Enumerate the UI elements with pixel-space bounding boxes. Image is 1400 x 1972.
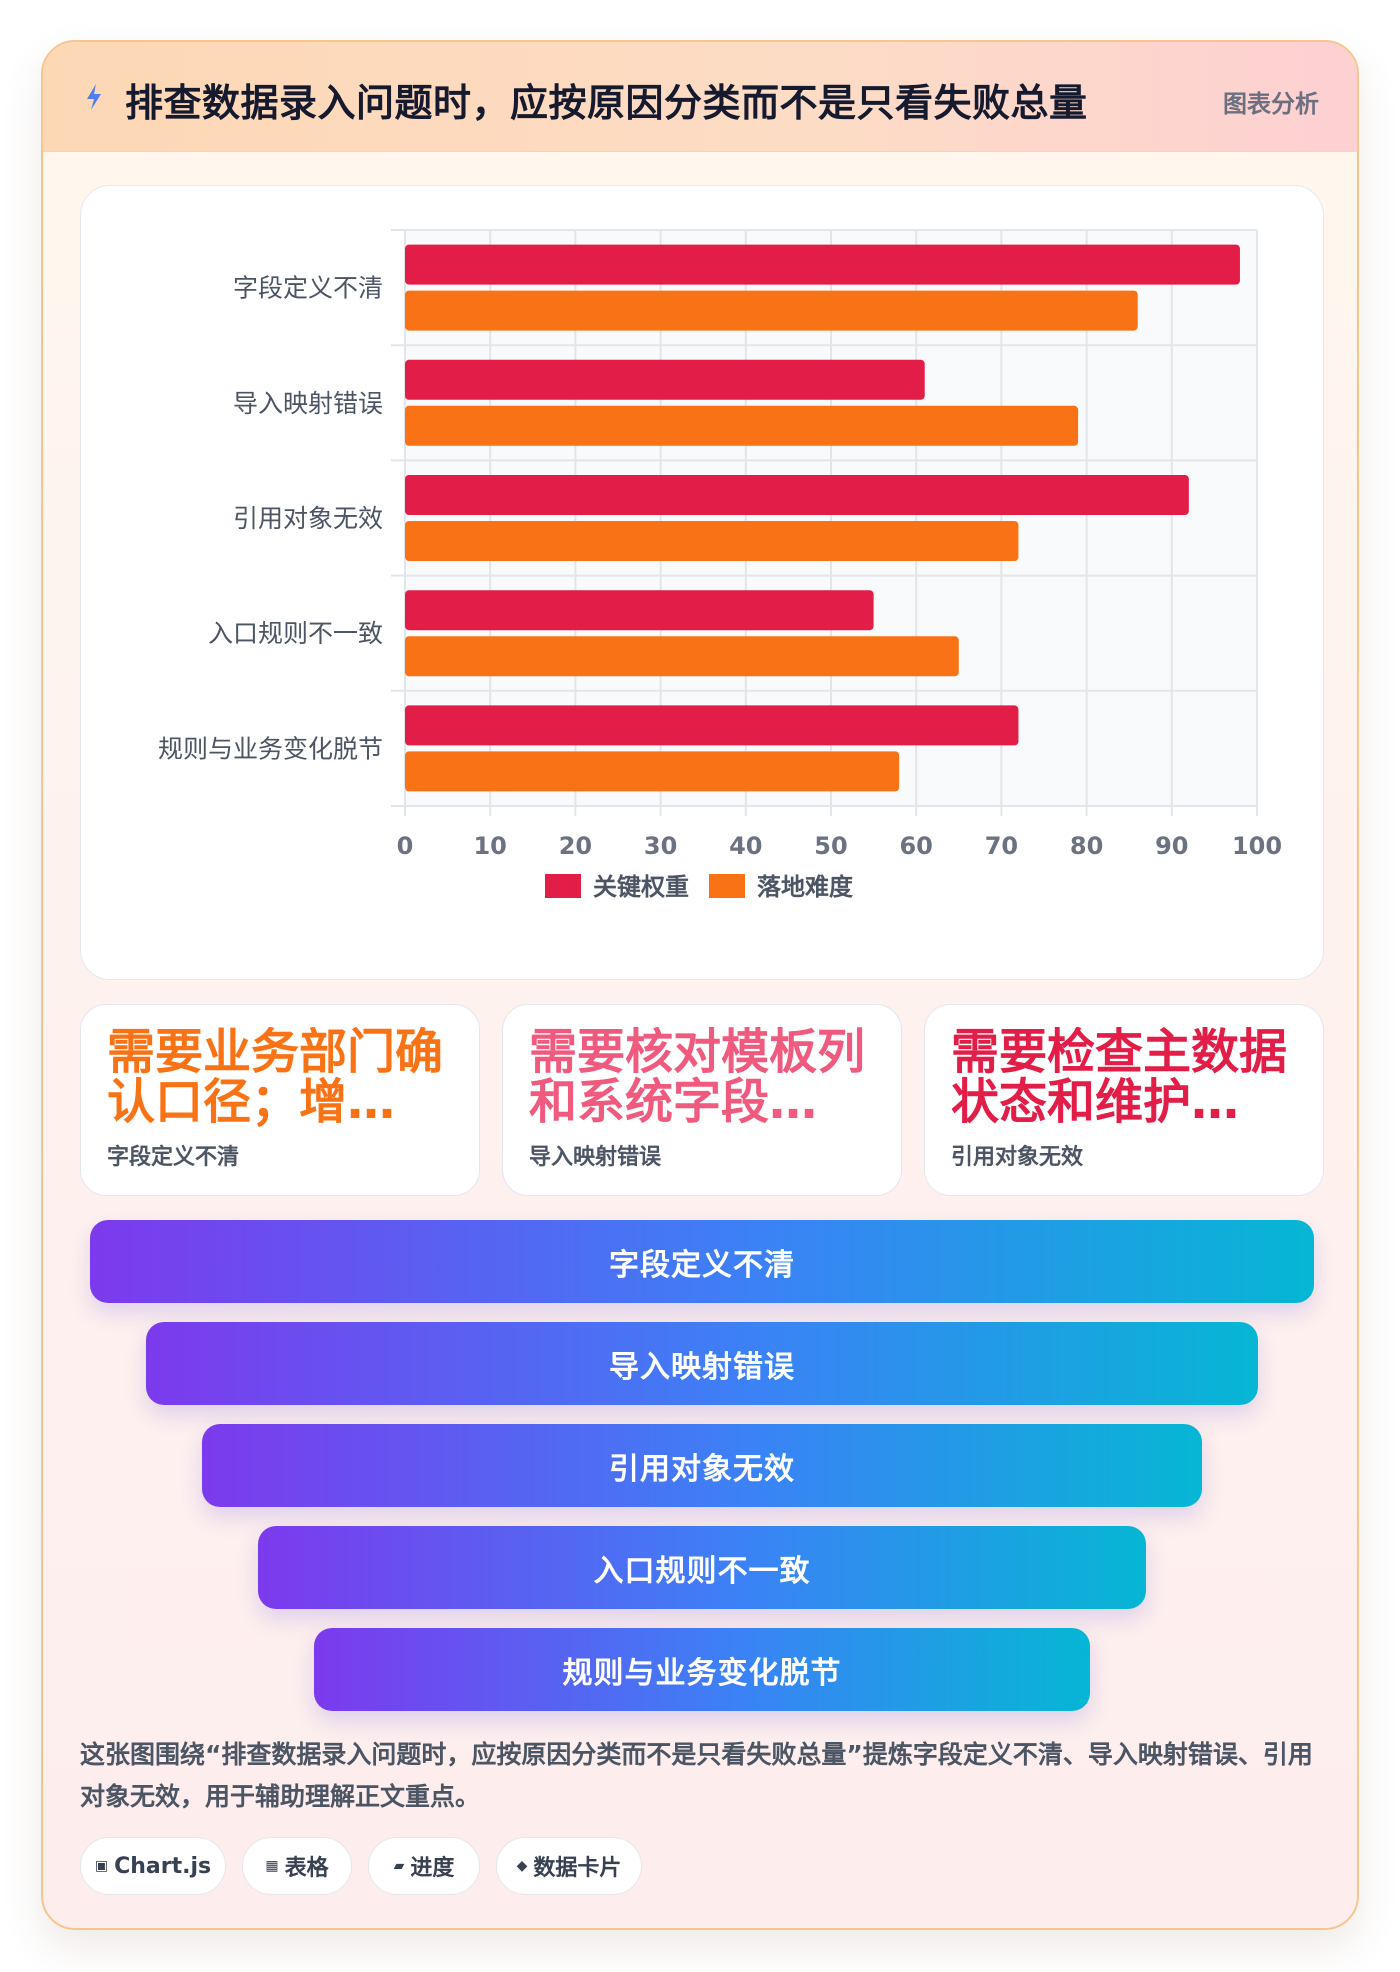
funnel-step: 导入映射错误 [146,1322,1258,1405]
funnel-step: 入口规则不一致 [258,1526,1146,1609]
bar-key-weight [405,359,925,400]
funnel-step: 规则与业务变化脱节 [314,1628,1090,1711]
pill-data-card[interactable]: ◆ 数据卡片 [496,1837,642,1895]
bar-difficulty [405,290,1138,331]
y-tick-label: 引用对象无效 [233,504,383,533]
pill-label: 表格 [284,1856,329,1881]
y-tick-label: 入口规则不一致 [208,619,383,648]
x-tick-label: 50 [814,832,847,860]
card-header: 排查数据录入问题时，应按原因分类而不是只看失败总量 图表分析 [43,42,1357,152]
pill-progress[interactable]: ▰ 进度 [368,1837,480,1895]
insight-label: 导入映射错误 [529,1145,662,1170]
table-icon: ▦ [265,1858,279,1874]
bar-chart: 0 10 20 30 40 50 60 70 80 90 100 字段定义不清导入映射错误引用对象无效… [158,229,1282,901]
x-tick-label: 0 [397,832,414,860]
legend-label: 落地难度 [757,873,854,901]
bar-key-weight [405,475,1189,515]
bar-key-weight [405,705,1019,746]
x-tick-label: 70 [985,832,1018,860]
progress-icon: ▰ [393,1858,405,1874]
page-title: 排查数据录入问题时，应按原因分类而不是只看失败总量 [125,81,1088,125]
funnel-step: 引用对象无效 [202,1424,1202,1507]
pill-chartjs[interactable]: ▣ Chart.js [80,1837,226,1895]
insight-label: 引用对象无效 [951,1145,1084,1170]
x-tick-label: 100 [1232,832,1282,860]
x-tick-label: 60 [899,832,932,860]
insight-headline: 需要检查主数据状态和维护… [951,1027,1288,1127]
x-tick-label: 90 [1155,832,1188,860]
article-card: 排查数据录入问题时，应按原因分类而不是只看失败总量 图表分析 0 10 20 30 40… [41,40,1359,1930]
insight-card: 需要业务部门确认口径；增… 字段定义不清 [80,1004,480,1196]
bar-key-weight [405,244,1240,285]
chart-icon: ▣ [94,1858,109,1874]
funnel-step: 字段定义不清 [90,1220,1314,1303]
insight-cards: 需要业务部门确认口径；增… 字段定义不清 需要核对模板列和系统字段… 导入映射错… [80,1004,1324,1196]
insight-headline: 需要业务部门确认口径；增… [107,1027,444,1127]
bar-difficulty [405,636,959,677]
pill-label: 进度 [410,1856,455,1881]
bar-difficulty [405,751,900,792]
y-tick-label: 规则与业务变化脱节 [158,734,383,763]
chart-analysis-tag: 图表分析 [1223,90,1319,118]
pill-label: Chart.js [114,1853,212,1879]
y-tick-label: 字段定义不清 [233,274,383,303]
x-tick-label: 80 [1070,832,1103,860]
x-tick-label: 20 [559,832,592,860]
pill-label: 数据卡片 [533,1856,622,1881]
chart-description: 这张图围绕“排查数据录入问题时，应按原因分类而不是只看失败总量”提炼字段定义不清… [80,1740,1313,1811]
bar-difficulty [405,405,1079,446]
legend-label: 关键权重 [593,873,689,901]
card-icon: ◆ [516,1858,528,1874]
legend-swatch [709,874,745,898]
x-tick-label: 10 [473,832,506,860]
x-tick-label: 30 [644,832,677,860]
lightning-icon [87,84,101,110]
bar-difficulty [405,521,1019,561]
x-tick-label: 40 [729,832,762,860]
insight-label: 字段定义不清 [107,1145,240,1170]
insight-headline: 需要核对模板列和系统字段… [529,1027,866,1127]
bar-key-weight [405,590,874,631]
pill-table[interactable]: ▦ 表格 [242,1837,352,1895]
insight-card: 需要核对模板列和系统字段… 导入映射错误 [502,1004,902,1196]
y-tick-label: 导入映射错误 [233,389,383,418]
insight-card: 需要检查主数据状态和维护… 引用对象无效 [924,1004,1324,1196]
legend-swatch [545,874,581,898]
bar-chart-panel: 0 10 20 30 40 50 60 70 80 90 100 字段定义不清 导入映射错误 引用对象无效… [80,185,1324,980]
